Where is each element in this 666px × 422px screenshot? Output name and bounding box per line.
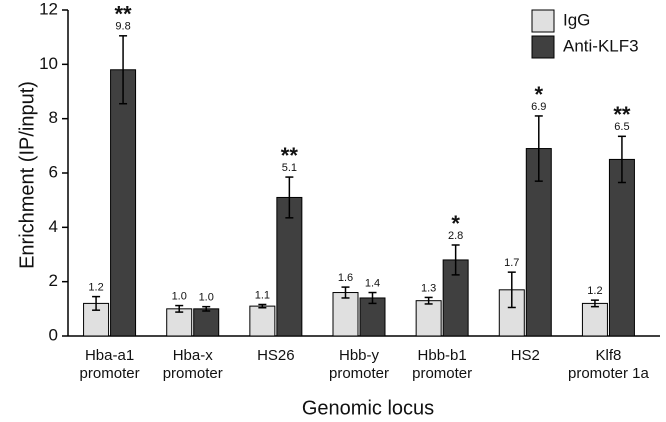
- bar: [608, 158, 635, 337]
- value-label: 6.9: [531, 101, 546, 113]
- x-axis-title: Genomic locus: [302, 397, 434, 419]
- value-label: 1.6: [338, 272, 353, 284]
- x-tick-label: Hbb-y: [339, 347, 380, 364]
- y-tick-label: 6: [49, 162, 58, 181]
- bar: [166, 308, 193, 337]
- value-label: 6.5: [614, 121, 629, 133]
- error-bar: [285, 176, 294, 219]
- x-tick-label: Hba-a1: [85, 347, 134, 364]
- y-tick-label: 12: [39, 0, 58, 18]
- error-bar: [341, 286, 350, 299]
- value-label: 5.1: [282, 162, 297, 174]
- x-tick-label: promoter: [329, 365, 389, 382]
- value-label: 1.3: [421, 282, 436, 294]
- bar: [110, 69, 137, 337]
- value-label: 1.7: [504, 257, 519, 269]
- error-bar: [92, 295, 101, 311]
- error-bar: [258, 303, 267, 309]
- significance-label: **: [115, 2, 133, 27]
- legend-swatch: [531, 35, 555, 59]
- value-label: 1.2: [88, 282, 103, 294]
- y-axis-title: Enrichment (IP/input): [16, 81, 38, 269]
- x-tick-label: Klf8: [595, 347, 621, 364]
- legend-swatch: [531, 9, 555, 33]
- error-bar: [534, 115, 543, 182]
- bar: [249, 305, 276, 337]
- significance-label: **: [281, 143, 299, 168]
- x-tick-label: promoter: [80, 365, 140, 382]
- y-tick-label: 10: [39, 54, 58, 73]
- error-bar: [202, 305, 211, 312]
- error-bar: [424, 296, 433, 305]
- error-bar: [119, 35, 128, 105]
- value-label: 1.2: [587, 285, 602, 297]
- y-tick-label: 2: [49, 271, 58, 290]
- significance-label: *: [535, 82, 544, 107]
- error-bar: [451, 244, 460, 276]
- bar: [581, 302, 608, 337]
- value-label: 9.8: [115, 21, 130, 33]
- legend-label: Anti-KLF3: [563, 36, 639, 55]
- bar: [193, 308, 220, 337]
- x-tick-label: promoter: [163, 365, 223, 382]
- value-label: 1.4: [365, 277, 380, 289]
- bar: [415, 300, 442, 337]
- y-tick-label: 0: [49, 325, 58, 344]
- error-bar: [590, 299, 599, 308]
- significance-label: *: [451, 211, 460, 236]
- y-tick-label: 8: [49, 108, 58, 127]
- significance-label: **: [613, 102, 631, 127]
- y-tick-label: 4: [49, 217, 58, 236]
- value-label: 1.0: [172, 290, 187, 302]
- x-tick-label: HS2: [511, 347, 540, 364]
- error-bar: [507, 271, 516, 309]
- x-tick-label: Hba-x: [173, 347, 214, 364]
- value-label: 1.0: [199, 292, 214, 304]
- x-tick-label: promoter: [412, 365, 472, 382]
- x-tick-label: Hbb-b1: [418, 347, 467, 364]
- x-tick-label: promoter 1a: [568, 365, 650, 382]
- bar: [332, 292, 359, 337]
- legend-label: IgG: [563, 10, 590, 29]
- value-label: 1.1: [255, 289, 270, 301]
- bar: [276, 196, 303, 337]
- error-bar: [175, 304, 184, 313]
- error-bar: [368, 291, 377, 305]
- value-label: 2.8: [448, 230, 463, 242]
- error-bar: [617, 135, 626, 184]
- x-tick-label: HS26: [257, 347, 295, 364]
